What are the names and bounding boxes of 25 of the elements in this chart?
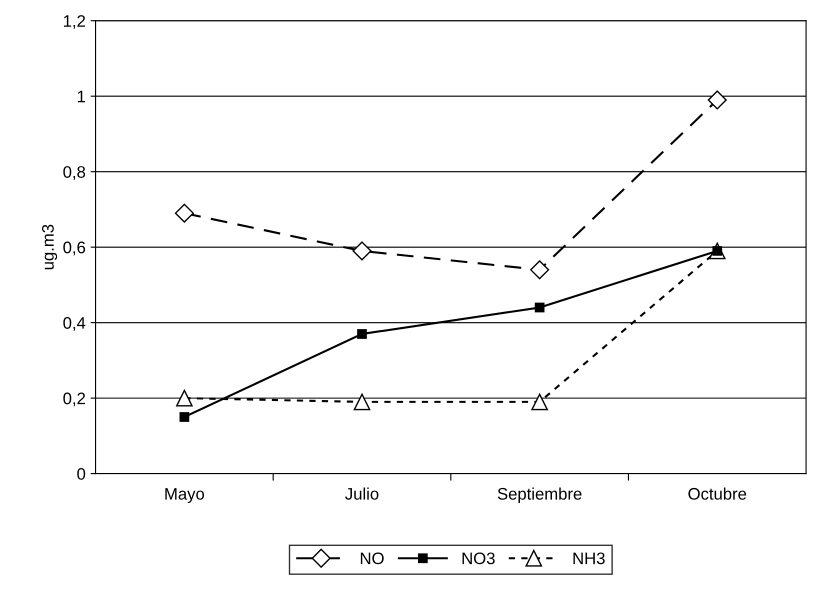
- y-tick-label: 0,6: [63, 242, 86, 256]
- y-tick-label: 0,8: [63, 166, 86, 180]
- point: [174, 204, 194, 223]
- x-tick-label: Octubre: [688, 487, 746, 500]
- legend-label: NH3: [573, 552, 605, 564]
- y-tick-label: 0: [77, 468, 86, 480]
- x-tick-label: Mayo: [165, 488, 204, 504]
- legend-label: NO: [360, 552, 384, 564]
- point: [180, 412, 190, 422]
- y-tick-label: 0,4: [63, 317, 86, 331]
- y-axis-title: ug.m3: [42, 224, 58, 270]
- y-tick-label: 0,2: [63, 392, 86, 406]
- point: [531, 394, 548, 410]
- legend-label: NO3: [462, 552, 495, 564]
- x-tick-label: Julio: [345, 487, 378, 500]
- point: [530, 260, 550, 280]
- point: [708, 90, 727, 110]
- point: [354, 394, 370, 410]
- y-tick-label: 1,2: [64, 15, 86, 29]
- point: [534, 302, 544, 312]
- point: [352, 241, 372, 260]
- point: [176, 390, 193, 406]
- y-tick-label: 1: [78, 90, 86, 102]
- point: [357, 329, 367, 339]
- x-tick-label: Septiembre: [498, 487, 582, 504]
